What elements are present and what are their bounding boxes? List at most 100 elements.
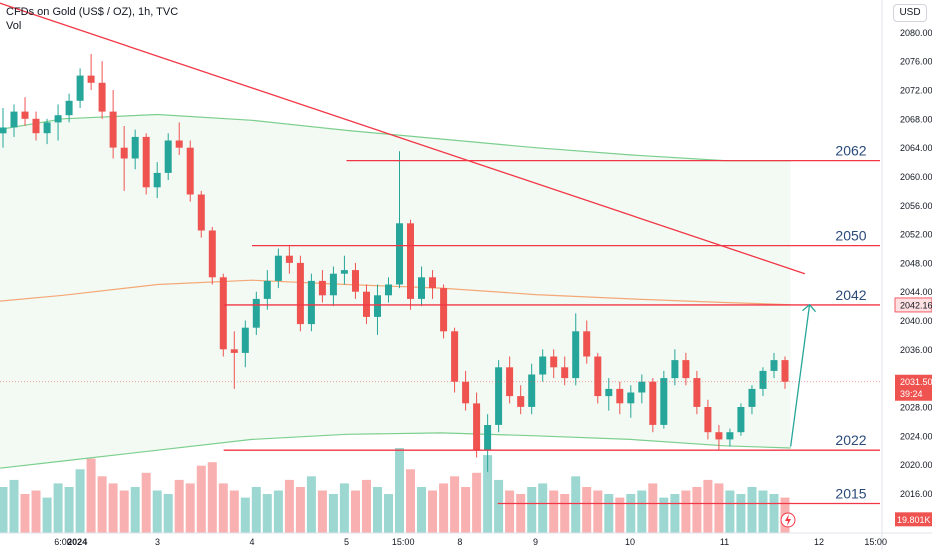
candle-body: [671, 360, 679, 379]
time-tick-label: 5: [344, 537, 349, 547]
level-label: 2050: [835, 228, 866, 244]
price-tick-label: 2072.00: [900, 86, 932, 96]
projection-arrow-line: [790, 304, 811, 447]
price-tick-label: 2056.00: [900, 201, 932, 211]
volume-bar: [461, 487, 471, 533]
volume-tag-text: 19.801K: [897, 515, 931, 525]
candle-body: [153, 172, 161, 188]
candle-body: [21, 111, 29, 119]
volume-bar: [328, 494, 338, 533]
candle: [230, 331, 238, 389]
volume-bar: [240, 497, 250, 533]
candle: [748, 385, 756, 415]
time-tick-label: 9: [533, 537, 538, 547]
volume-bar: [284, 479, 294, 533]
volume-bar: [229, 490, 239, 533]
candle-body: [98, 82, 106, 112]
candle: [418, 266, 425, 307]
candle: [506, 356, 514, 404]
projection-arrow-head: [802, 303, 817, 313]
candle: [197, 190, 205, 238]
candle-body: [429, 277, 436, 289]
time-tick-label: 15:00: [864, 537, 887, 547]
candle-body: [352, 270, 359, 292]
candle-body: [418, 277, 425, 299]
time-tick-label: 4: [249, 537, 254, 547]
volume-bar: [295, 487, 305, 533]
volume-bar: [626, 494, 636, 533]
candle: [285, 244, 293, 274]
volume-bar: [20, 494, 30, 533]
volume-bar: [53, 483, 63, 533]
volume-bar: [527, 487, 537, 533]
price-tick-label: 2020.00: [900, 460, 932, 470]
time-tick-label: 12: [814, 537, 824, 547]
volume-bars: [0, 448, 790, 534]
candle: [726, 428, 734, 447]
volume-bar: [306, 476, 316, 533]
price-tick-label: 2076.00: [900, 57, 932, 67]
candle-body: [396, 223, 403, 285]
volume-bar: [141, 472, 151, 533]
volume-bar: [472, 472, 482, 533]
candle-body: [87, 75, 95, 83]
candle-body: [32, 118, 40, 134]
candle: [142, 133, 150, 195]
candle: [737, 403, 745, 436]
volume-bar: [218, 483, 228, 533]
candle: [440, 284, 448, 339]
volume-bar: [670, 494, 680, 533]
candle: [54, 104, 62, 141]
candle: [550, 349, 558, 379]
price-tick-label: 2080.00: [900, 28, 932, 38]
volume-bar: [9, 479, 19, 533]
volume-bar: [317, 490, 327, 533]
candle-body: [385, 284, 392, 296]
candle-body: [583, 331, 591, 357]
price-tick-label: 2044.00: [900, 287, 932, 297]
volume-bar: [251, 487, 261, 533]
candle-body: [109, 111, 117, 148]
volume-bar: [505, 490, 515, 533]
volume-bar: [659, 497, 669, 533]
currency-button[interactable]: USD: [893, 4, 927, 22]
candle-body: [462, 381, 470, 404]
candle: [693, 370, 701, 415]
volume-bar: [196, 465, 206, 533]
volume-bar: [637, 490, 647, 533]
volume-bar: [494, 479, 504, 533]
candle: [363, 284, 370, 325]
candle: [594, 352, 602, 404]
candle: [605, 378, 613, 411]
volume-bar: [439, 483, 449, 533]
volume-bar: [42, 497, 52, 533]
symbol-title: CFDs on Gold (US$ / OZ), 1h, TVC: [6, 6, 179, 18]
price-tick-label: 2068.00: [900, 114, 932, 124]
candle: [109, 90, 117, 159]
candle-body: [759, 370, 767, 389]
candle: [263, 270, 271, 310]
candle-body: [737, 407, 745, 433]
candle-body: [131, 136, 139, 159]
price-tick-label: 2048.00: [900, 258, 932, 268]
candle-body: [506, 367, 514, 397]
price-tick-label: 2036.00: [900, 345, 932, 355]
candle: [43, 118, 51, 145]
candle-body: [175, 140, 183, 148]
candle-body: [340, 270, 348, 274]
candle-body: [726, 432, 734, 440]
candle-body: [164, 140, 172, 173]
candle: [352, 262, 359, 299]
candle: [451, 327, 459, 393]
candle-body: [605, 388, 613, 397]
candle-body: [539, 356, 547, 375]
volume-bar: [714, 483, 724, 533]
volume-indicator-label: Vol: [6, 20, 22, 32]
price-tick-label: 2052.00: [900, 230, 932, 240]
volume-bar: [692, 487, 702, 533]
candle: [385, 277, 392, 303]
candle-body: [451, 331, 459, 382]
candle: [781, 356, 789, 389]
candle: [374, 284, 381, 335]
